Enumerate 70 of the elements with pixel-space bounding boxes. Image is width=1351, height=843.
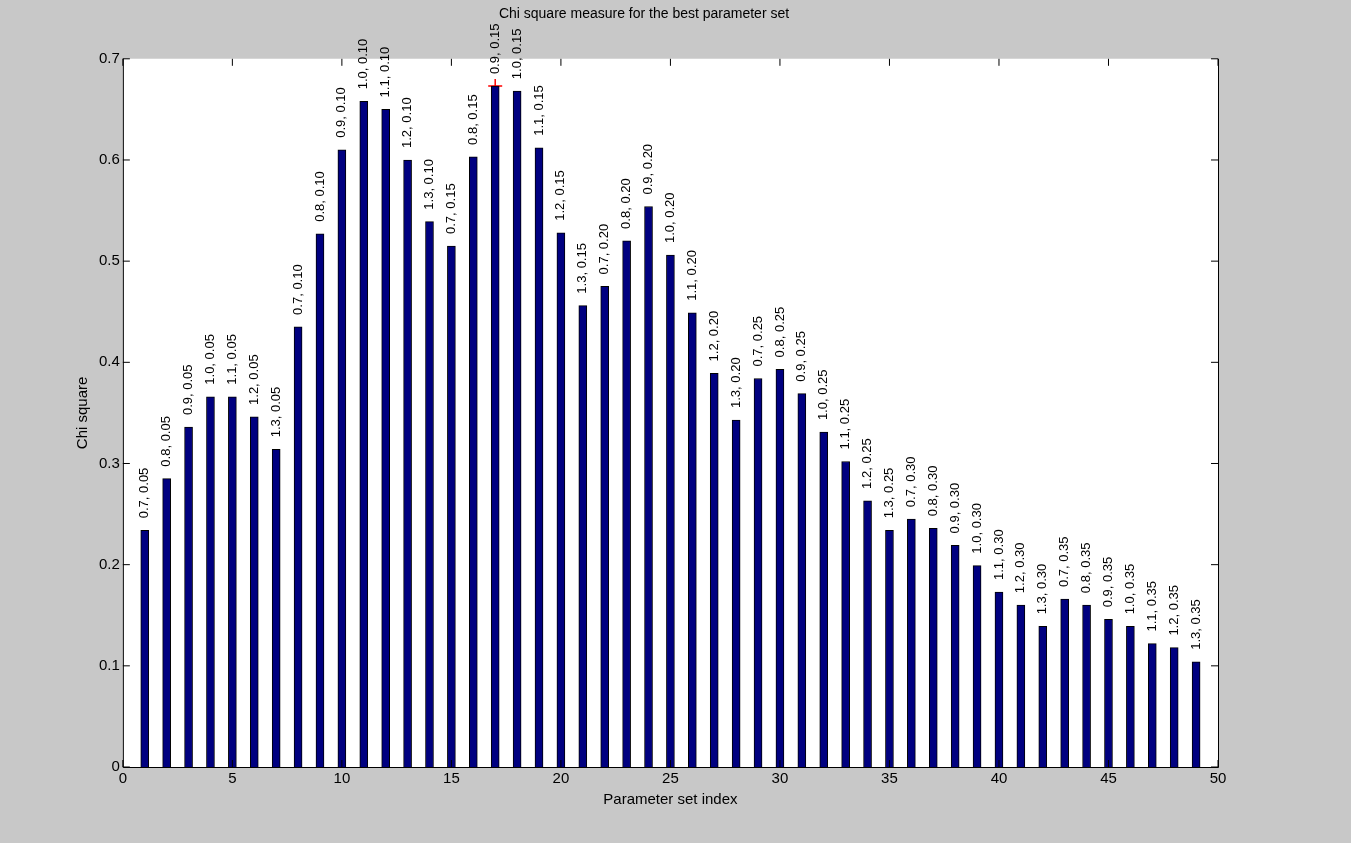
annotation: 0.9, 0.25	[793, 331, 809, 382]
annotation: 1.1, 0.20	[683, 250, 699, 301]
annotation: 0.9, 0.20	[640, 143, 656, 195]
x-tick-label: 50	[1209, 769, 1227, 787]
y-axis-title: Chi square	[73, 376, 91, 450]
annotation: 1.0, 0.25	[815, 369, 831, 421]
chart-title: Chi square measure for the best parameter set	[498, 5, 790, 22]
y-tick-label: 0.2	[98, 554, 120, 572]
y-tick-label: 0.4	[98, 352, 120, 370]
annotation: 1.3, 0.25	[881, 467, 897, 519]
annotation: 0.7, 0.05	[136, 467, 152, 519]
x-axis-title: Parameter set index	[603, 790, 739, 808]
annotation: 0.9, 0.05	[180, 364, 196, 416]
annotation: 1.0, 0.15	[508, 28, 524, 80]
annotation: 1.2, 0.30	[1012, 542, 1028, 594]
x-tick-label: 40	[990, 769, 1008, 787]
annotation: 1.3, 0.05	[267, 386, 283, 438]
x-tick-label: 45	[1100, 769, 1117, 787]
annotation: 0.8, 0.30	[924, 465, 940, 517]
x-tick-label: 20	[552, 769, 570, 787]
x-tick-label: 25	[662, 769, 679, 787]
annotation: 1.3, 0.30	[1034, 563, 1050, 615]
annotation: 1.1, 0.25	[837, 398, 853, 450]
annotation: 1.1, 0.05	[223, 334, 239, 385]
x-tick-label: 5	[228, 769, 237, 787]
annotation: 1.1, 0.30	[990, 529, 1006, 580]
annotation: 0.7, 0.15	[442, 183, 458, 234]
annotation: 1.2, 0.05	[245, 354, 261, 405]
annotation: 1.0, 0.35	[1121, 563, 1137, 615]
annotation: 1.1, 0.10	[377, 46, 393, 98]
annotation: 1.2, 0.25	[859, 438, 875, 489]
y-tick-label: 0.7	[98, 48, 120, 66]
annotation: 1.0, 0.30	[968, 503, 984, 554]
x-tick-label: 35	[881, 769, 898, 787]
annotation: 1.2, 0.20	[705, 310, 721, 362]
annotation: 1.3, 0.10	[421, 159, 437, 210]
annotation: 1.0, 0.20	[662, 192, 677, 244]
annotation: 0.9, 0.10	[333, 87, 349, 138]
annotation: 0.7, 0.10	[289, 264, 305, 315]
y-tick-label: 0.6	[98, 150, 120, 168]
annotation: 0.9, 0.35	[1100, 556, 1116, 608]
annotation: 0.8, 0.25	[771, 306, 787, 358]
x-tick-label: 15	[443, 769, 460, 787]
annotation: 1.2, 0.15	[552, 170, 568, 221]
y-tick-label: 0.5	[98, 251, 120, 269]
annotation: 1.0, 0.10	[355, 38, 371, 90]
annotation: 1.1, 0.35	[1143, 580, 1159, 632]
annotation: 1.2, 0.10	[399, 97, 415, 148]
annotation: 0.8, 0.20	[618, 178, 634, 229]
annotation: 1.2, 0.35	[1165, 585, 1181, 636]
annotation: 0.8, 0.10	[311, 171, 327, 222]
y-tick-label: 0	[111, 757, 120, 775]
annotation: 0.8, 0.35	[1078, 542, 1094, 594]
annotation: 0.9, 0.30	[946, 482, 962, 534]
annotation: 0.9, 0.15	[486, 23, 502, 75]
annotation: 1.3, 0.20	[727, 357, 743, 408]
annotation: 0.7, 0.30	[902, 456, 918, 508]
annotation: 0.7, 0.35	[1056, 536, 1072, 588]
annotation: 0.8, 0.05	[158, 416, 174, 467]
annotation: 1.3, 0.15	[574, 243, 590, 294]
x-tick-label: 30	[771, 769, 789, 787]
x-tick-label: 10	[333, 769, 351, 787]
annotation: 1.3, 0.35	[1187, 599, 1203, 650]
y-tick-label: 0.1	[98, 655, 120, 673]
annotation: 0.7, 0.20	[596, 223, 612, 275]
y-tick-label: 0.3	[98, 453, 120, 471]
annotation: 0.7, 0.25	[749, 315, 765, 367]
annotation: 1.1, 0.15	[530, 85, 546, 136]
annotation: 0.8, 0.15	[464, 94, 480, 145]
annotation: 1.0, 0.05	[202, 334, 218, 385]
